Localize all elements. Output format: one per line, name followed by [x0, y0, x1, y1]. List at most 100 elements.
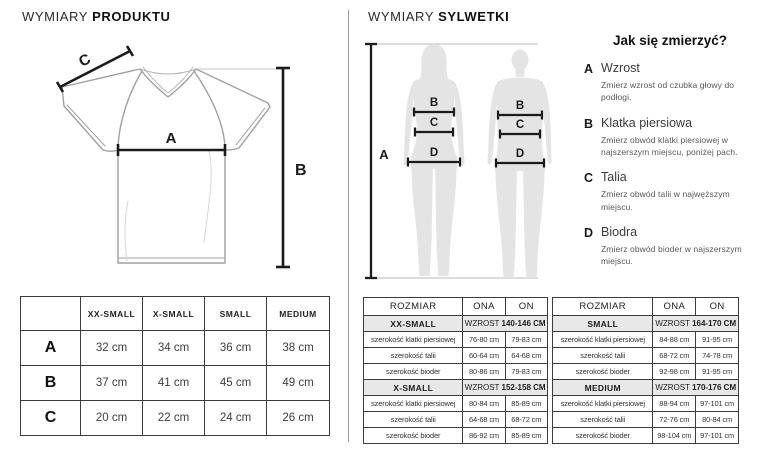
value-ona: 92-98 cm: [652, 363, 697, 380]
size-name: XX-SMALL: [362, 315, 464, 332]
item-title: Biodra: [601, 224, 638, 239]
height-prefix: WZROST: [464, 383, 500, 392]
cell: 26 cm: [266, 400, 330, 436]
product-table-header-row: XX-SMALL X-SMALL SMALL MEDIUM: [20, 296, 330, 331]
size-height: WZROST 164-170 CM: [652, 315, 739, 332]
value-ona: 80-84 cm: [462, 395, 506, 412]
value-on: 68-72 cm: [504, 411, 549, 428]
item-description: Zmierz wzrost od czubka głowy do podłogi…: [601, 80, 735, 103]
value-ona: 86-92 cm: [462, 427, 506, 444]
size-name: X-SMALL: [362, 379, 464, 396]
cell: 34 cm: [142, 330, 205, 366]
value-on: 85-89 cm: [504, 395, 549, 412]
item-letter: D: [584, 225, 594, 240]
row-label: C: [20, 400, 81, 436]
value-ona: 68-72 cm: [652, 347, 697, 364]
label-c-male: C: [516, 119, 524, 131]
column-header: X-SMALL: [142, 296, 205, 331]
row-label: A: [20, 330, 81, 366]
measure-label: szerokość klatki piersiowej: [551, 395, 654, 412]
value-on: 79-83 cm: [504, 331, 549, 348]
measure-label: szerokość klatki piersiowej: [551, 331, 654, 348]
label-a: A: [166, 130, 177, 147]
height-prefix: WZROST: [655, 319, 690, 328]
title-bold: SYLWETKI: [438, 9, 510, 24]
table-row: szerokość klatki piersiowej 88-94 cm 97-…: [551, 395, 739, 412]
column-header: XX-SMALL: [80, 296, 143, 331]
table-row: szerokość bioder 92-98 cm 91-95 cm: [551, 363, 739, 380]
value-on: 91-95 cm: [695, 331, 739, 348]
value-on: 64-68 cm: [504, 347, 549, 364]
value-ona: 60-64 cm: [462, 347, 506, 364]
how-to-heading: Jak się zmierzyć?: [612, 33, 728, 48]
table-row: szerokość klatki piersiowej 76-80 cm 79-…: [362, 331, 549, 348]
header-ona: ONA: [652, 297, 697, 316]
how-to-item-talia: C Talia Zmierz obwód talii w najwęższym …: [584, 170, 756, 213]
cell: 38 cm: [266, 330, 330, 366]
value-on: 91-95 cm: [695, 363, 739, 380]
value-on: 74-78 cm: [695, 347, 739, 364]
size-band-row: SMALL WZROST 164-170 CM: [551, 315, 739, 332]
table-row: szerokość talii 60-64 cm 64-68 cm: [362, 347, 549, 364]
table-row: szerokość talii 64-68 cm 68-72 cm: [362, 411, 549, 428]
value-on: 97-101 cm: [695, 395, 739, 412]
body-size-table-2: ROZMIAR ONA ON SMALL WZROST 164-170 CM s…: [551, 297, 739, 444]
column-header: SMALL: [204, 296, 267, 331]
row-label: B: [20, 365, 81, 401]
cell: 20 cm: [80, 400, 143, 436]
body-dimensions-title: WYMIARY SYLWETKI: [368, 9, 509, 24]
title-prefix: WYMIARY: [22, 9, 88, 24]
size-name: SMALL: [551, 315, 654, 332]
table-row: szerokość talii 72-76 cm 80-84 cm: [551, 411, 739, 428]
height-range: 164-170 CM: [692, 319, 737, 328]
value-on: 97-101 cm: [695, 427, 739, 444]
cell: 37 cm: [80, 365, 143, 401]
measure-label: szerokość talii: [551, 347, 654, 364]
title-prefix: WYMIARY: [368, 9, 434, 24]
table-row: szerokość klatki piersiowej 84-88 cm 91-…: [551, 331, 739, 348]
value-on: 85-89 cm: [504, 427, 549, 444]
measure-label: szerokość bioder: [551, 427, 654, 444]
height-range: 140-146 CM: [501, 319, 546, 328]
table-row: B 37 cm 41 cm 45 cm 49 cm: [20, 365, 330, 401]
dimension-c-line: [59, 49, 131, 89]
value-on: 79-83 cm: [504, 363, 549, 380]
value-ona: 64-68 cm: [462, 411, 506, 428]
measure-label: szerokość bioder: [362, 427, 464, 444]
title-bold: PRODUKTU: [92, 9, 171, 24]
value-ona: 88-94 cm: [652, 395, 697, 412]
table-row: szerokość bioder 80-86 cm 79-83 cm: [362, 363, 549, 380]
measure-label: szerokość talii: [551, 411, 654, 428]
column-header: MEDIUM: [266, 296, 330, 331]
label-b: B: [295, 162, 307, 179]
item-description: Zmierz obwód bioder w najszerszym miejsc…: [601, 243, 742, 267]
female-silhouette: [403, 44, 465, 276]
cell: 32 cm: [80, 330, 143, 366]
height-prefix: WZROST: [655, 383, 690, 392]
value-ona: 76-80 cm: [462, 331, 506, 348]
size-band-row: XX-SMALL WZROST 140-146 CM: [362, 315, 548, 332]
size-height: WZROST 152-158 CM: [462, 379, 548, 396]
label-b-male: B: [516, 100, 524, 112]
cell: 45 cm: [204, 365, 267, 401]
cell: 22 cm: [142, 400, 205, 436]
table-row: C 20 cm 22 cm 24 cm 26 cm: [20, 400, 330, 436]
cell: 49 cm: [266, 365, 330, 401]
header-on: ON: [695, 297, 739, 316]
value-on: 80-84 cm: [695, 411, 739, 428]
header-ona: ONA: [462, 297, 506, 316]
measure-label: szerokość talii: [362, 411, 464, 428]
section-divider: [348, 10, 349, 442]
size-table-header-row: ROZMIAR ONA ON: [362, 297, 549, 316]
item-title: Klatka piersiowa: [601, 115, 693, 130]
label-d-male: D: [516, 148, 524, 160]
dimension-lines: [55, 45, 290, 269]
measure-label: szerokość bioder: [362, 363, 464, 380]
value-ona: 98-104 cm: [652, 427, 697, 444]
item-description: Zmierz obwód klatki piersiowej w najszer…: [601, 134, 738, 157]
height-prefix: WZROST: [464, 319, 500, 328]
size-height: WZROST 170-176 CM: [652, 379, 739, 396]
measure-label: szerokość klatki piersiowej: [362, 395, 464, 412]
label-b-female: B: [430, 97, 438, 109]
item-letter: C: [584, 171, 594, 186]
